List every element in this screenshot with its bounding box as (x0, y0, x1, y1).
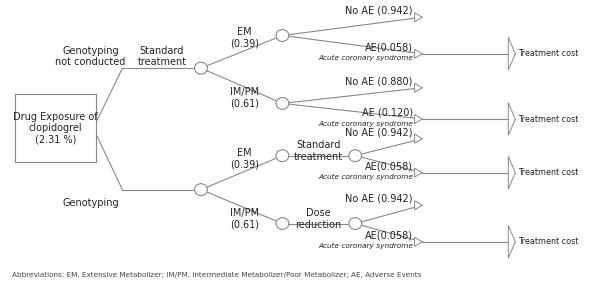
Text: Treatment cost: Treatment cost (518, 115, 579, 124)
Polygon shape (415, 201, 422, 210)
FancyBboxPatch shape (15, 94, 96, 162)
Text: No AE (0.942): No AE (0.942) (345, 127, 413, 137)
Text: Acute coronary syndrome: Acute coronary syndrome (318, 243, 413, 249)
Text: EM
(0.39): EM (0.39) (230, 26, 259, 48)
Ellipse shape (276, 218, 289, 230)
Polygon shape (415, 237, 422, 247)
Text: AE(0.058): AE(0.058) (365, 42, 413, 53)
Ellipse shape (195, 184, 207, 195)
Text: AE (0.120): AE (0.120) (362, 108, 413, 118)
Text: Abbreviations: EM, Extensive Metabolizer; IM/PM, Intermediate Metabolizer/Poor M: Abbreviations: EM, Extensive Metabolizer… (12, 272, 421, 278)
Text: IM/PM
(0.61): IM/PM (0.61) (230, 87, 259, 109)
Polygon shape (415, 49, 422, 58)
Polygon shape (508, 103, 515, 135)
Text: Acute coronary syndrome: Acute coronary syndrome (318, 55, 413, 61)
Polygon shape (415, 13, 422, 22)
Text: Dose
reduction: Dose reduction (295, 208, 342, 230)
Text: Acute coronary syndrome: Acute coronary syndrome (318, 121, 413, 127)
Text: No AE (0.942): No AE (0.942) (345, 6, 413, 16)
Text: Standard
treatment: Standard treatment (294, 140, 343, 162)
Text: Genotyping
not conducted: Genotyping not conducted (55, 46, 125, 67)
Text: Treatment cost: Treatment cost (518, 49, 579, 58)
Ellipse shape (276, 98, 289, 109)
Polygon shape (508, 226, 515, 258)
Ellipse shape (276, 150, 289, 162)
Ellipse shape (349, 218, 362, 230)
Text: Treatment cost: Treatment cost (518, 168, 579, 177)
Text: No AE (0.942): No AE (0.942) (345, 194, 413, 204)
Text: AE(0.058): AE(0.058) (365, 230, 413, 241)
Text: AE(0.058): AE(0.058) (365, 161, 413, 171)
Text: IM/PM
(0.61): IM/PM (0.61) (230, 208, 259, 230)
Polygon shape (415, 134, 422, 143)
Text: No AE (0.880): No AE (0.880) (346, 76, 413, 86)
Text: Treatment cost: Treatment cost (518, 237, 579, 246)
Polygon shape (415, 168, 422, 177)
Polygon shape (508, 156, 515, 189)
Text: Acute coronary syndrome: Acute coronary syndrome (318, 174, 413, 180)
Text: Standard
treatment: Standard treatment (137, 46, 187, 67)
Text: EM
(0.39): EM (0.39) (230, 148, 259, 170)
Ellipse shape (349, 150, 362, 162)
Text: Drug Exposure of
clopidogrel
(2.31 %): Drug Exposure of clopidogrel (2.31 %) (13, 112, 98, 145)
Polygon shape (415, 83, 422, 92)
Text: Genotyping: Genotyping (62, 198, 119, 208)
Polygon shape (508, 37, 515, 70)
Ellipse shape (195, 62, 207, 74)
Polygon shape (415, 115, 422, 124)
Ellipse shape (276, 30, 289, 41)
